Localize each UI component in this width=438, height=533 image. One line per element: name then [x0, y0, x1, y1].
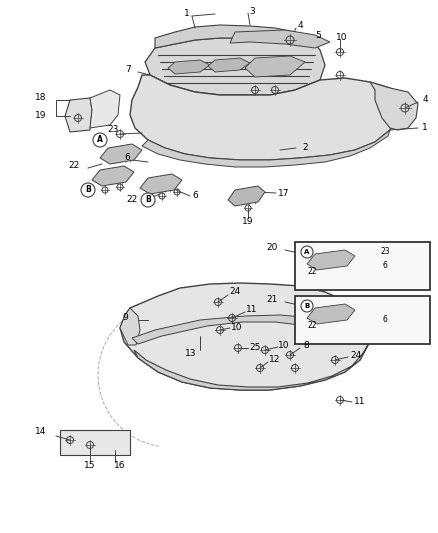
Text: 2: 2: [302, 142, 308, 151]
Text: 11: 11: [354, 398, 366, 407]
Polygon shape: [307, 304, 355, 324]
Polygon shape: [100, 144, 142, 164]
Text: 6: 6: [382, 316, 388, 325]
Polygon shape: [370, 82, 418, 130]
Text: 1: 1: [422, 123, 428, 132]
Text: 17: 17: [278, 189, 290, 198]
Text: 19: 19: [35, 111, 46, 120]
Polygon shape: [60, 430, 130, 455]
Polygon shape: [307, 250, 355, 270]
Text: 23: 23: [380, 246, 390, 255]
Polygon shape: [140, 174, 182, 194]
Text: 9: 9: [122, 313, 128, 322]
Text: 6: 6: [192, 190, 198, 199]
Polygon shape: [90, 90, 120, 128]
Text: 22: 22: [69, 161, 80, 171]
Text: 3: 3: [249, 7, 255, 17]
Text: B: B: [85, 185, 91, 195]
Text: 15: 15: [84, 461, 96, 470]
Text: 8: 8: [303, 342, 309, 351]
Text: 10: 10: [278, 342, 290, 351]
Text: 16: 16: [114, 462, 126, 471]
Text: 4: 4: [297, 20, 303, 29]
Text: 20: 20: [267, 244, 278, 253]
Circle shape: [301, 246, 313, 258]
Text: 7: 7: [125, 66, 131, 75]
Polygon shape: [134, 345, 368, 390]
Bar: [295, 242, 430, 290]
Circle shape: [301, 300, 313, 312]
Polygon shape: [132, 315, 355, 344]
Polygon shape: [120, 308, 140, 345]
Text: 13: 13: [184, 350, 196, 359]
Circle shape: [93, 133, 107, 147]
Polygon shape: [228, 186, 265, 206]
Polygon shape: [245, 56, 305, 77]
Text: 22: 22: [307, 321, 317, 330]
Text: 11: 11: [246, 305, 258, 314]
Text: 6: 6: [124, 152, 130, 161]
Text: 24: 24: [350, 351, 362, 359]
Polygon shape: [142, 130, 390, 167]
Circle shape: [141, 193, 155, 207]
Text: 22: 22: [127, 196, 138, 205]
Text: 21: 21: [267, 295, 278, 304]
Text: 19: 19: [242, 217, 254, 227]
Text: 10: 10: [336, 33, 348, 42]
Polygon shape: [208, 58, 250, 72]
Text: B: B: [304, 303, 310, 309]
Circle shape: [81, 183, 95, 197]
Text: 23: 23: [107, 125, 119, 134]
Polygon shape: [168, 60, 210, 74]
Text: 14: 14: [35, 427, 46, 437]
Text: 6: 6: [382, 262, 388, 271]
Text: 12: 12: [269, 356, 281, 365]
Polygon shape: [120, 283, 370, 390]
Polygon shape: [145, 38, 325, 95]
Text: 5: 5: [315, 30, 321, 39]
Text: A: A: [304, 249, 310, 255]
Text: 24: 24: [230, 287, 240, 296]
Text: B: B: [145, 196, 151, 205]
Text: 1: 1: [184, 9, 190, 18]
Polygon shape: [230, 30, 330, 48]
Polygon shape: [92, 166, 134, 186]
Bar: [295, 296, 430, 344]
Text: 25: 25: [249, 343, 261, 351]
Polygon shape: [65, 98, 92, 132]
Text: 18: 18: [35, 93, 46, 102]
Text: A: A: [97, 135, 103, 144]
Text: 10: 10: [231, 322, 243, 332]
Text: 22: 22: [307, 268, 317, 277]
Text: 4: 4: [422, 95, 428, 104]
Polygon shape: [130, 75, 400, 160]
Polygon shape: [155, 25, 310, 48]
